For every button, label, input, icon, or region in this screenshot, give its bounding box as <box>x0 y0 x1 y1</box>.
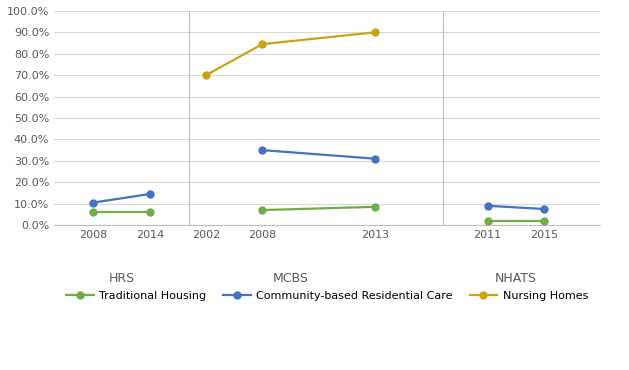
Text: MCBS: MCBS <box>272 272 308 285</box>
Text: NHATS: NHATS <box>495 272 537 285</box>
Legend: Traditional Housing, Community-based Residential Care, Nursing Homes: Traditional Housing, Community-based Res… <box>62 286 593 305</box>
Text: HRS: HRS <box>109 272 135 285</box>
